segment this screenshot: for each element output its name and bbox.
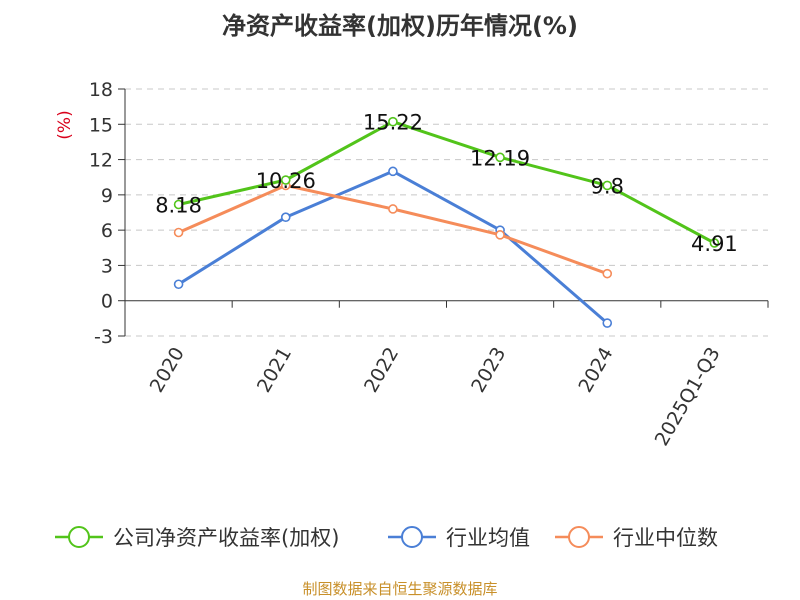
x-ticks: 2020 2021 2022 2023 2024 2025Q1-Q3	[124, 300, 769, 450]
series-line	[178, 120, 716, 245]
data-point[interactable]	[709, 238, 720, 248]
data-label: 4.91	[691, 232, 738, 256]
data-point[interactable]	[173, 279, 184, 290]
data-label: 15.22	[363, 111, 423, 135]
data-point[interactable]	[602, 268, 613, 279]
y-axis-unit: (%)	[55, 110, 75, 139]
data-point[interactable]	[495, 230, 505, 240]
y-tick-label: 0	[101, 291, 113, 313]
legend-marker	[401, 526, 423, 548]
series-1	[173, 166, 613, 328]
y-ticks: 18 15 12 9 6 3 0 -3	[89, 79, 125, 348]
y-tick-label: 12	[89, 150, 113, 172]
data-label: 10.26	[256, 169, 316, 193]
series-0	[173, 116, 720, 248]
y-tick-label: 9	[101, 185, 113, 207]
data-point[interactable]	[173, 227, 184, 238]
data-label: 8.18	[155, 194, 202, 218]
legend-label: 行业中位数	[613, 526, 718, 550]
data-label: 9.8	[591, 174, 624, 198]
x-tick-label: 2023	[467, 344, 510, 397]
data-point[interactable]	[495, 152, 505, 163]
x-tick-label: 2020	[146, 344, 189, 397]
chart-title: 净资产收益率(加权)历年情况(%)	[222, 12, 578, 40]
x-tick-label: 2022	[360, 344, 403, 397]
y-tick-label: 3	[101, 255, 113, 277]
y-tick-label: -3	[94, 326, 113, 348]
data-point[interactable]	[173, 199, 184, 210]
data-label: 12.19	[470, 146, 530, 170]
data-point[interactable]	[388, 116, 398, 127]
legend-item-0[interactable]: 公司净资产收益率(加权)	[55, 526, 339, 550]
x-tick-label: 2025Q1-Q3	[651, 344, 725, 450]
y-tick-label: 15	[89, 114, 113, 136]
series-line	[177, 183, 608, 276]
legend-item-2[interactable]: 行业中位数	[555, 526, 718, 550]
data-point[interactable]	[388, 204, 398, 214]
legend-marker	[568, 526, 590, 548]
legend-label: 行业均值	[446, 526, 530, 550]
y-tick-label: 6	[101, 220, 113, 242]
legend[interactable]: 公司净资产收益率(加权) 行业均值 行业中位数	[55, 526, 718, 550]
series-2	[173, 180, 613, 279]
legend-item-1[interactable]: 行业均值	[388, 526, 530, 550]
data-labels: 8.18 10.26 15.22 12.19 9.8 4.91	[155, 111, 738, 256]
data-point[interactable]	[388, 166, 398, 177]
grid	[125, 88, 768, 337]
y-tick-label: 18	[89, 79, 113, 101]
legend-label: 公司净资产收益率(加权)	[113, 526, 339, 550]
x-tick-label: 2024	[574, 344, 617, 397]
x-tick-label: 2021	[253, 344, 296, 397]
data-point[interactable]	[280, 175, 291, 185]
data-point[interactable]	[602, 318, 613, 328]
data-point[interactable]	[602, 180, 613, 191]
legend-marker	[68, 526, 90, 548]
source-note: 制图数据来自恒生聚源数据库	[302, 580, 498, 598]
series-group	[173, 116, 720, 328]
data-point[interactable]	[280, 212, 291, 223]
